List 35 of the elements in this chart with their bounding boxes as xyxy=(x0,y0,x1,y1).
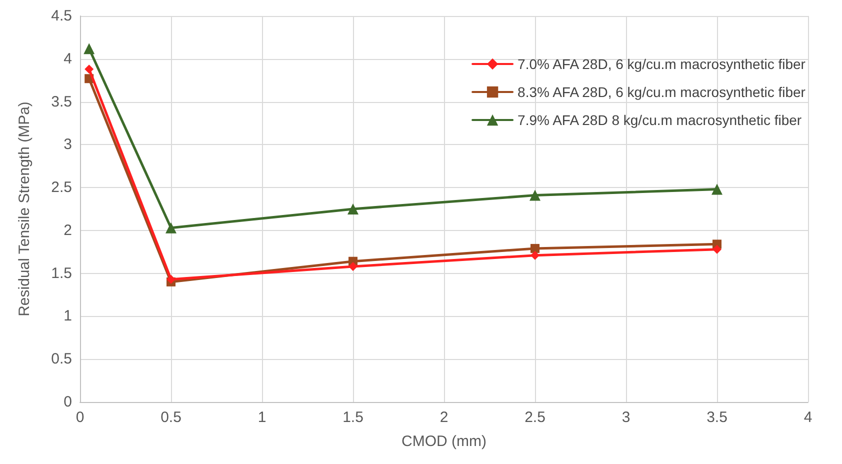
x-tick-label: 3.5 xyxy=(706,409,728,426)
y-tick-label: 3.5 xyxy=(51,93,72,110)
legend-label: 8.3% AFA 28D, 6 kg/cu.m macrosynthetic fiber xyxy=(518,84,806,100)
legend-label: 7.0% AFA 28D, 6 kg/cu.m macrosynthetic fiber xyxy=(518,56,806,72)
y-tick-label: 0.5 xyxy=(51,350,72,368)
y-tick-label: 4.5 xyxy=(51,8,72,24)
point xyxy=(348,262,358,271)
point xyxy=(530,244,540,253)
y-tick-label: 2 xyxy=(64,222,72,239)
point xyxy=(530,250,540,260)
point xyxy=(712,184,722,195)
y-tick-label: 1 xyxy=(64,308,72,325)
x-tick-label: 0 xyxy=(76,409,84,426)
point xyxy=(530,190,540,201)
x-axis-title: CMOD (mm) xyxy=(402,433,486,450)
y-tick-label: 2.5 xyxy=(51,179,72,196)
y-tick-label: 3 xyxy=(64,136,72,154)
x-tick-label: 1 xyxy=(258,409,266,426)
point xyxy=(166,222,176,234)
x-tick-label: 3 xyxy=(622,409,630,426)
x-tick-label: 2.5 xyxy=(524,409,546,426)
point xyxy=(84,43,95,54)
y-axis-title: Residual Tensile Strength (MPa) xyxy=(16,102,33,316)
legend-label: 7.9% AFA 28D 8 kg/cu.m macrosynthetic fiber xyxy=(518,112,802,128)
y-tick-label: 1.5 xyxy=(51,264,72,282)
point xyxy=(348,204,358,214)
y-tick-label: 4 xyxy=(64,50,72,68)
x-tick-label: 2 xyxy=(440,409,448,426)
x-tick-label: 1.5 xyxy=(342,409,364,426)
x-tick-label: 0.5 xyxy=(160,409,182,426)
y-tick-label: 0 xyxy=(64,394,72,410)
point xyxy=(166,274,176,284)
point xyxy=(712,244,722,254)
point xyxy=(84,64,94,74)
x-tick-label: 4 xyxy=(804,409,812,426)
